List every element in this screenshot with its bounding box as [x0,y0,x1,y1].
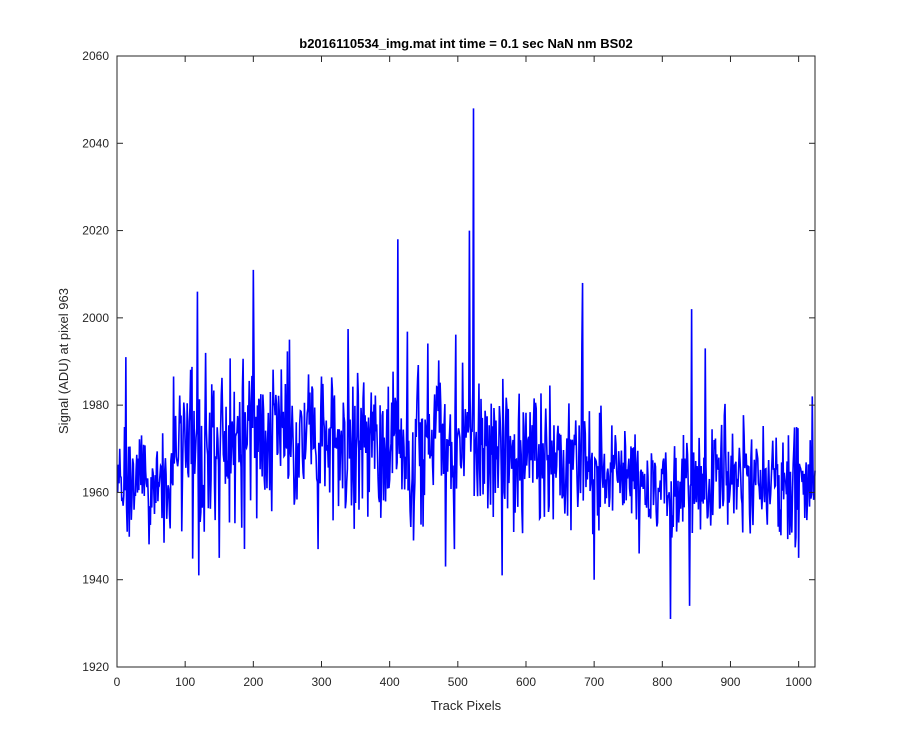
x-tick-label: 800 [652,675,672,689]
series-line-0 [116,108,816,619]
series-layer [116,108,816,619]
y-axis-label: Signal (ADU) at pixel 963 [56,288,71,434]
y-tick-label: 2040 [82,136,109,150]
ticks-layer: 0 100 200 300 400 500 600 700 800 900 1000 1920 1940… [82,49,815,689]
x-tick-label: 0 [114,675,121,689]
x-tick-label: 200 [243,675,263,689]
x-tick-label: 400 [380,675,400,689]
chart-title: b2016110534_img.mat int time = 0.1 sec N… [299,36,632,51]
y-tick-label: 1960 [82,485,109,499]
y-tick-label: 1980 [82,398,109,412]
y-tick-label: 1920 [82,660,109,674]
x-tick-label: 1000 [785,675,812,689]
x-tick-label: 900 [720,675,740,689]
y-tick-label: 2000 [82,311,109,325]
plot-frame [116,55,816,668]
x-tick-label: 700 [584,675,604,689]
plot-area [117,56,815,667]
x-tick-label: 600 [516,675,536,689]
x-axis-label: Track Pixels [431,698,502,713]
x-tick-label: 500 [448,675,468,689]
y-tick-label: 2020 [82,224,109,238]
x-tick-label: 100 [175,675,195,689]
x-tick-label: 300 [311,675,331,689]
y-tick-label: 2060 [82,49,109,63]
y-tick-label: 1940 [82,573,109,587]
